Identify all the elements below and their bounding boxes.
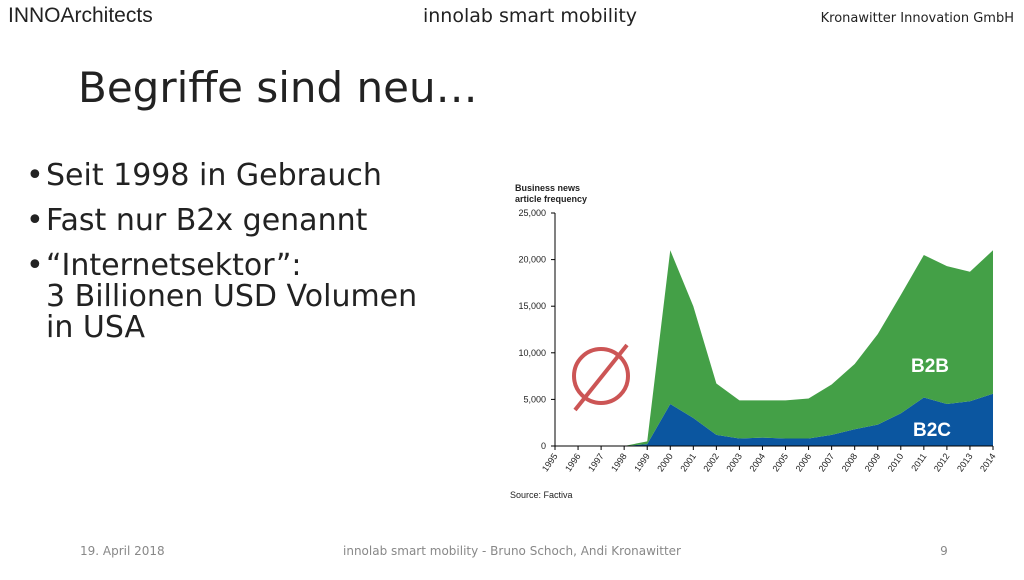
x-tick-label: 2003 — [724, 451, 744, 473]
x-tick-label: 2011 — [909, 451, 928, 473]
company: Kronawitter Innovation GmbH — [821, 11, 1014, 26]
header: innolab smart mobility — [423, 5, 637, 27]
x-tick-label: 2000 — [655, 451, 675, 473]
area — [555, 250, 993, 446]
x-tick-label: 2013 — [955, 451, 975, 473]
logo: INNOArchitects — [8, 4, 153, 27]
x-tick-label: 2001 — [678, 451, 698, 473]
y-tick-label: 15,000 — [518, 301, 546, 311]
x-tick-label: 1998 — [609, 451, 629, 473]
footer: innolab smart mobility - Bruno Schoch, A… — [343, 544, 681, 558]
bullet-text: 3 Billionen USD Volumen — [46, 279, 417, 314]
slide-title: Begriffe sind neu… — [78, 63, 478, 112]
footer-date: 19. April 2018 — [80, 544, 165, 558]
x-tick-label: 1995 — [540, 451, 560, 473]
x-tick-label: 1999 — [632, 451, 652, 473]
y-tick-label: 10,000 — [518, 348, 546, 358]
x-tick-label: 2005 — [770, 451, 790, 473]
y-tick-label: 20,000 — [518, 255, 546, 265]
source: Source: Factiva — [510, 490, 573, 500]
x-tick-label: 2009 — [863, 451, 883, 473]
area — [555, 393, 993, 446]
x-tick-label: 2002 — [701, 451, 721, 473]
x-tick-label: 2006 — [794, 451, 814, 473]
y-tick-label: 5,000 — [523, 394, 546, 404]
bullet-text: Seit 1998 in Gebrauch — [46, 158, 382, 193]
series-label: B2B — [911, 356, 949, 377]
bullet-text: “Internetsektor”: — [46, 248, 301, 283]
y-tick-label: 25,000 — [518, 208, 546, 218]
x-tick-label: 2007 — [817, 451, 837, 473]
bullet-dot: • — [26, 203, 44, 238]
y-axis-title: article frequency — [515, 194, 587, 204]
x-tick-label: 2004 — [747, 451, 767, 473]
bullet-dot: • — [26, 248, 44, 283]
x-tick-label: 1997 — [586, 451, 606, 473]
x-tick-label: 2008 — [840, 451, 860, 473]
x-tick-label: 2012 — [932, 451, 952, 473]
y-tick-label: 0 — [541, 441, 546, 451]
empty-set-icon — [572, 343, 630, 412]
series-label: B2C — [913, 420, 951, 441]
page-number: 9 — [940, 544, 948, 558]
x-tick-label: 2014 — [978, 451, 998, 473]
x-tick-label: 1996 — [563, 451, 583, 473]
y-axis-title: Business news — [515, 183, 580, 193]
bullet-list: • Seit 1998 in Gebrauch• Fast nur B2x gena… — [26, 158, 417, 345]
bullet-text: in USA — [46, 310, 145, 345]
bullet-dot: • — [26, 158, 44, 193]
bullet-text: Fast nur B2x genannt — [46, 203, 368, 238]
x-tick-label: 2010 — [886, 451, 906, 473]
